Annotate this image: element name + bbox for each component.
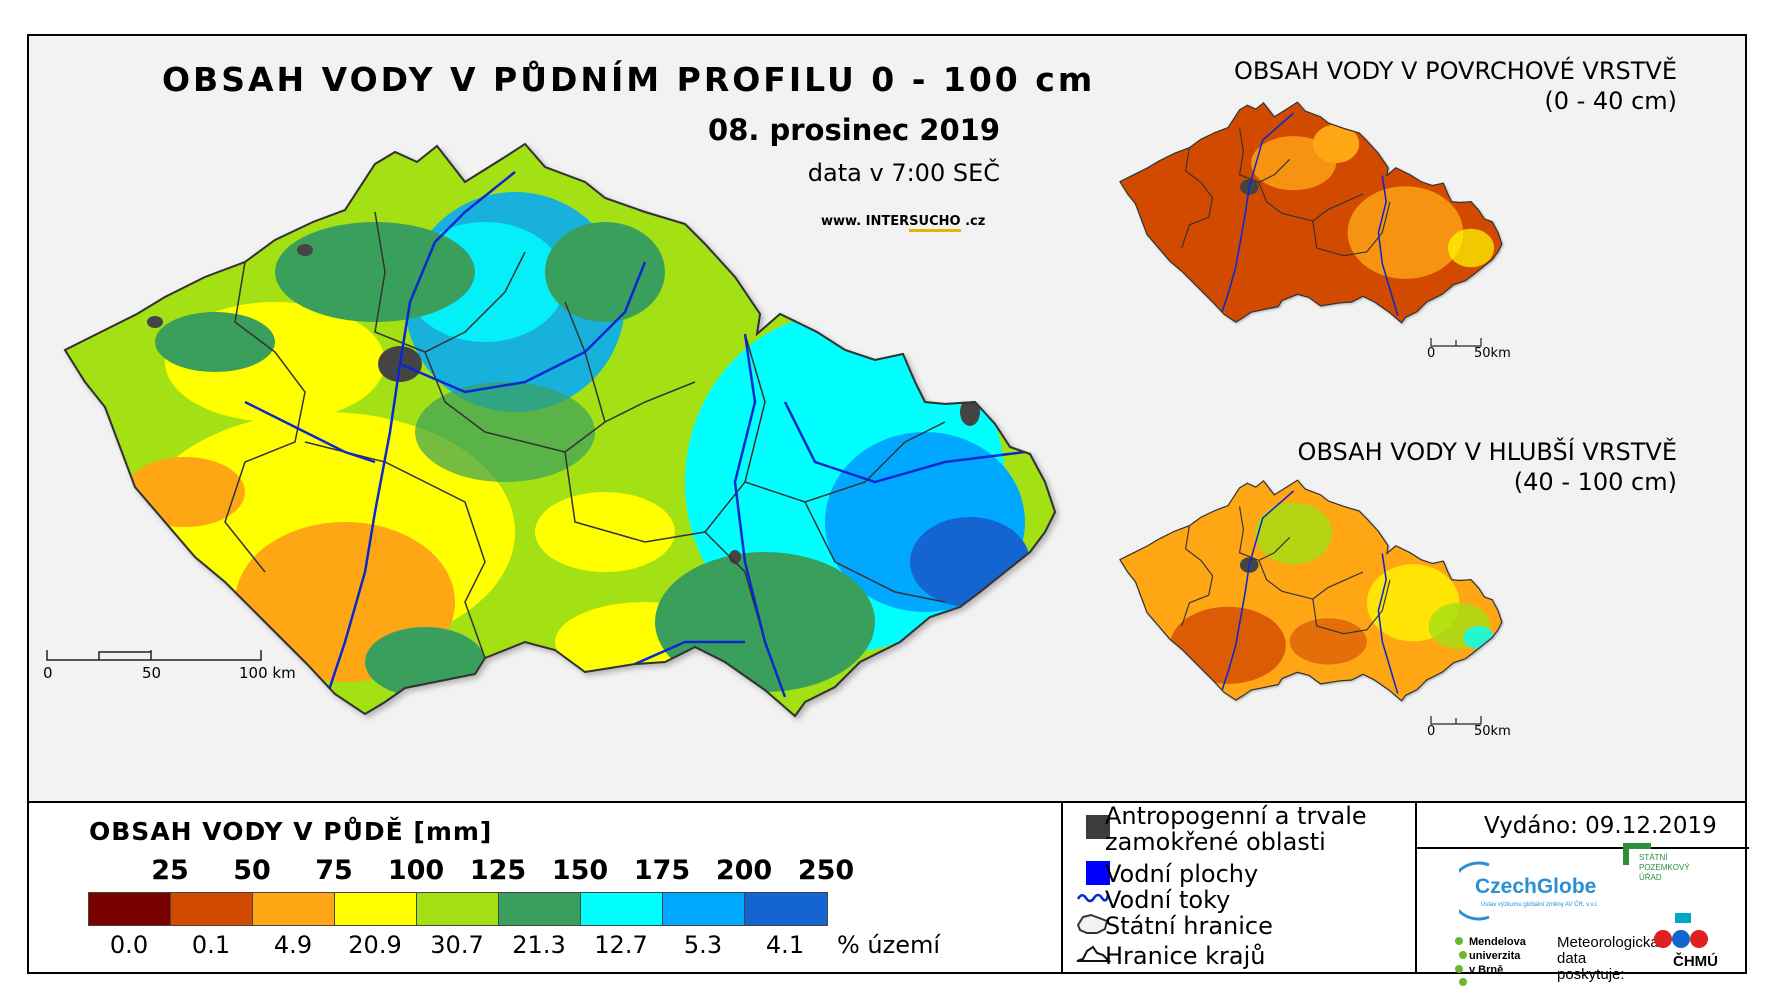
- symbol-label-anthropogenic: Antropogenní a trvale zamokřené oblasti: [1105, 803, 1367, 855]
- spu-logo-icon: [1623, 843, 1651, 865]
- web-prefix: www.: [821, 214, 862, 229]
- legend-threshold: 200: [715, 855, 773, 886]
- legend-percent: 5.3: [683, 931, 723, 959]
- figure-frame: OBSAH VODY V PŮDNÍM PROFILU 0 - 100 cm 0…: [27, 34, 1749, 986]
- inset-top-title-line2: (0 - 40 cm): [1544, 87, 1677, 115]
- czechglobe-logo-text: CzechGlobe: [1475, 875, 1597, 898]
- chmu-logo-icon: [1654, 913, 1708, 948]
- czechglobe-logo-subtext: Ústav výzkumu globální změny AV ČR, v.v.…: [1481, 902, 1598, 908]
- czechglobe-logo-icon: [1459, 861, 1490, 921]
- inset-bottom-scale-bar: [1430, 716, 1482, 725]
- symbol-label-anthropogenic-line2: zamokřené oblasti: [1105, 828, 1326, 856]
- legend-swatch: [417, 893, 499, 925]
- web-name-a: INTER: [865, 214, 910, 229]
- legend-threshold: 250: [797, 855, 855, 886]
- legend-percent: 21.3: [512, 931, 566, 959]
- main-map: [64, 143, 1056, 717]
- legend-threshold: 125: [469, 855, 527, 886]
- main-scale-label-0: 0: [43, 664, 53, 682]
- mendel-logo-text: Mendelova univerzita v Brně: [1469, 936, 1526, 976]
- inset-bottom-scale-end: 50km: [1474, 724, 1511, 739]
- legend-percent: 0.1: [191, 931, 231, 959]
- legend-divider-1: [1061, 803, 1063, 974]
- issued-date: Vydáno: 09.12.2019: [1484, 813, 1717, 839]
- inset-top-map: [1119, 101, 1503, 324]
- inset-top-scale-end: 50km: [1474, 346, 1511, 361]
- legend-swatch: [581, 893, 663, 925]
- legend-threshold: 25: [151, 855, 189, 886]
- legend-divider-2: [1415, 803, 1417, 974]
- map-panel: OBSAH VODY V PŮDNÍM PROFILU 0 - 100 cm 0…: [29, 36, 1745, 801]
- inset-bottom-map: [1119, 479, 1503, 702]
- symbol-label-state-border: Státní hranice: [1105, 912, 1273, 940]
- legend-swatch: [499, 893, 581, 925]
- symbol-label-rivers: Vodní toky: [1105, 886, 1231, 914]
- inset-bottom-title-line1: OBSAH VODY V HLUBŠÍ VRSTVĚ: [1297, 438, 1677, 466]
- chmu-logo-text: ČHMÚ: [1673, 953, 1718, 970]
- inset-top-scale-0: 0: [1427, 346, 1436, 361]
- percent-territory-label: % území: [837, 931, 941, 959]
- inset-bottom-scale-0: 0: [1427, 724, 1436, 739]
- main-title: OBSAH VODY V PŮDNÍM PROFILU 0 - 100 cm: [162, 60, 1096, 99]
- legend-percent: 30.7: [430, 931, 484, 959]
- symbol-label-anthropogenic-line1: Antropogenní a trvale: [1105, 802, 1367, 830]
- legend-swatch: [663, 893, 745, 925]
- mendel-logo-icon: [1455, 937, 1467, 986]
- spu-logo-text: STÁTNÍ POZEMKOVÝ ÚŘAD: [1639, 853, 1690, 882]
- date-label: 08. prosinec 2019: [708, 113, 1000, 147]
- legend-percent: 4.1: [765, 931, 805, 959]
- legend-swatch: [89, 893, 171, 925]
- main-scale-label-100: 100 km: [239, 664, 296, 682]
- legend-threshold: 150: [551, 855, 609, 886]
- legend-swatch: [745, 893, 827, 925]
- inset-top-title: OBSAH VODY V POVRCHOVÉ VRSTVĚ (0 - 40 cm…: [1234, 56, 1677, 116]
- legend-percent: 0.0: [109, 931, 149, 959]
- legend-percent: 4.9: [273, 931, 313, 959]
- legend-threshold: 50: [233, 855, 271, 886]
- logo-divider: [1415, 847, 1749, 849]
- country-border-icon: [1076, 913, 1109, 934]
- inset-bottom-title: OBSAH VODY V HLUBŠÍ VRSTVĚ (40 - 100 cm): [1298, 437, 1677, 497]
- inset-bottom-title-line2: (40 - 100 cm): [1513, 468, 1677, 496]
- legend-percent: 12.7: [594, 931, 648, 959]
- legend-swatch: [171, 893, 253, 925]
- legend-threshold: 100: [387, 855, 445, 886]
- legend-title: OBSAH VODY V PŮDĚ [mm]: [89, 817, 493, 846]
- inset-top-scale-bar: [1430, 338, 1482, 347]
- main-scale-bar: [46, 650, 262, 661]
- horizontal-divider: [29, 801, 1745, 803]
- web-name-b: SUCHO: [909, 214, 961, 232]
- website-label: www. INTERSUCHO .cz: [821, 214, 986, 232]
- river-line-icon: [1077, 893, 1109, 903]
- inset-top-title-line1: OBSAH VODY V POVRCHOVÉ VRSTVĚ: [1234, 57, 1677, 85]
- legend-percent: 20.9: [348, 931, 402, 959]
- meteo-data-label: Meteorologická data poskytuje:: [1557, 934, 1659, 983]
- symbol-label-region-border: Hranice krajů: [1105, 942, 1266, 970]
- time-label: data v 7:00 SEČ: [807, 159, 1000, 187]
- legend-threshold: 175: [633, 855, 691, 886]
- web-suffix: .cz: [965, 214, 986, 229]
- legend-swatch: [253, 893, 335, 925]
- legend-panel: OBSAH VODY V PŮDĚ [mm] 25 50 75 100 125 …: [29, 803, 1749, 986]
- legend-threshold: 75: [315, 855, 353, 886]
- legend-colorbar: [88, 892, 828, 926]
- legend-swatch: [335, 893, 417, 925]
- blue-square-icon: [1086, 861, 1110, 885]
- symbol-label-water-bodies: Vodní plochy: [1105, 860, 1259, 888]
- region-border-icon: [1076, 945, 1111, 962]
- dark-square-icon: [1086, 815, 1110, 839]
- main-scale-label-50: 50: [142, 664, 162, 682]
